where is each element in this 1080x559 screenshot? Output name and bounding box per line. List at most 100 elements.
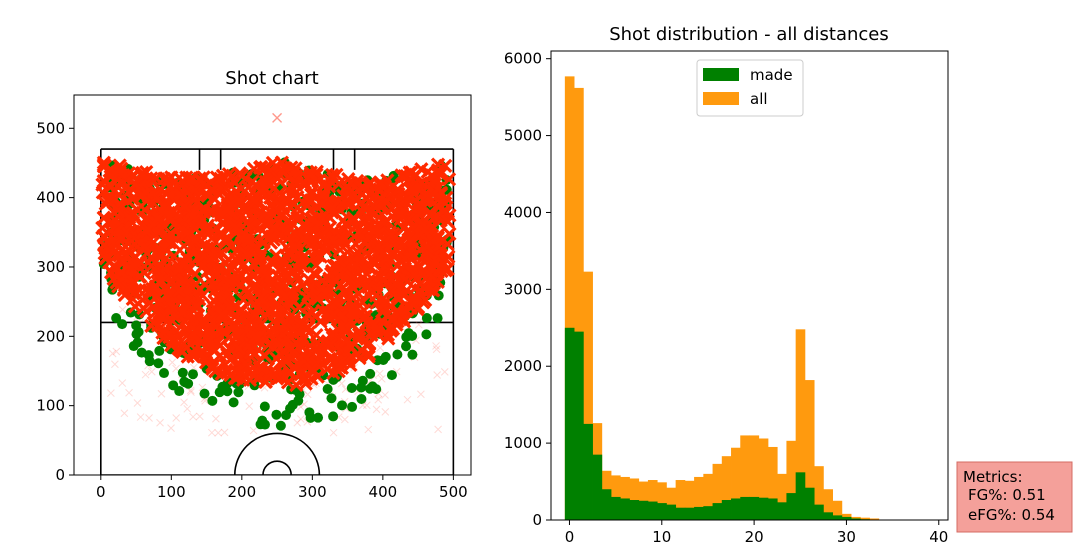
bars-made xyxy=(564,327,880,520)
missed-shot-marker xyxy=(310,291,325,307)
missed-shot-marker xyxy=(258,374,273,389)
bar-made xyxy=(841,516,852,520)
missed-shot-marker xyxy=(157,389,166,398)
bar-made xyxy=(611,496,621,520)
y-tick-label: 5000 xyxy=(504,127,542,145)
made-shot-marker xyxy=(136,347,147,358)
y-tick-label: 400 xyxy=(36,189,65,207)
missed-shot-marker xyxy=(290,189,305,205)
x-tick-label: 10 xyxy=(652,528,671,546)
missed-shot-marker xyxy=(108,349,117,358)
missed-shot-marker xyxy=(137,202,152,218)
bar-made xyxy=(583,423,593,520)
missed-shot-marker xyxy=(243,217,258,232)
missed-shot-marker xyxy=(208,428,216,437)
missed-shot-marker xyxy=(372,405,381,414)
missed-shot-marker xyxy=(295,278,310,293)
shot-chart-x-ticks: 0 100 200 300 400 500 xyxy=(96,475,468,501)
missed-shot-marker xyxy=(176,273,191,288)
legend: made all xyxy=(696,59,804,117)
missed-shot-marker xyxy=(236,292,251,307)
bar-made xyxy=(647,501,658,520)
missed-shot-marker xyxy=(219,203,235,218)
missed-shot-marker xyxy=(188,324,203,339)
missed-shot-marker xyxy=(112,347,121,356)
x-tick-label: 300 xyxy=(298,483,327,501)
missed-shot-marker xyxy=(285,322,301,337)
missed-shot-marker xyxy=(150,318,166,333)
bar-all xyxy=(657,482,667,520)
missed-shot-marker xyxy=(346,281,361,296)
bars-all xyxy=(564,76,880,521)
missed-shot-marker xyxy=(155,325,170,340)
missed-shot-marker xyxy=(110,202,126,218)
shot-chart-frame xyxy=(73,94,472,476)
missed-shot-marker xyxy=(118,305,127,314)
missed-shot-marker xyxy=(345,269,360,285)
missed-shot-marker xyxy=(347,308,362,323)
made-shot-marker xyxy=(421,313,432,324)
metrics-box: Metrics: FG%: 0.51 eFG%: 0.54 xyxy=(956,461,1073,533)
bar-all xyxy=(860,517,870,520)
missed-shot-marker xyxy=(247,210,262,225)
metrics-efg: eFG%: 0.54 xyxy=(968,506,1055,524)
missed-shot-marker xyxy=(180,262,196,277)
bar-all xyxy=(694,476,704,520)
missed-shot-marker xyxy=(320,362,335,377)
x-tick-label: 0 xyxy=(96,483,106,501)
missed-shot-marker xyxy=(325,200,340,216)
missed-shot-marker xyxy=(165,332,180,348)
bar-all xyxy=(574,87,584,521)
missed-shot-marker xyxy=(347,229,362,244)
missed-shot-marker xyxy=(175,305,190,320)
missed-shot-marker xyxy=(172,170,187,185)
missed-shot-marker xyxy=(254,361,270,376)
missed-shot-marker xyxy=(162,209,177,225)
missed-shot-marker xyxy=(234,277,249,292)
missed-shot-marker xyxy=(155,309,170,325)
bar-all xyxy=(795,329,806,520)
missed-shot-marker xyxy=(111,360,119,369)
missed-shot-marker xyxy=(378,293,394,308)
missed-shot-marker xyxy=(279,331,294,346)
missed-shot-marker xyxy=(414,320,423,329)
missed-shot-marker xyxy=(166,249,182,264)
missed-shot-marker xyxy=(287,242,303,257)
missed-shot-marker xyxy=(107,212,122,227)
made-shot-marker xyxy=(401,341,412,352)
missed-shot-marker xyxy=(405,181,420,196)
missed-shot-marker xyxy=(214,309,230,325)
missed-shot-marker xyxy=(324,167,340,183)
missed-shot-marker xyxy=(125,388,133,397)
made-shot-marker xyxy=(132,337,143,348)
missed-shot-marker xyxy=(270,170,286,186)
y-tick-label: 0 xyxy=(532,511,542,529)
missed-shot-marker xyxy=(374,269,389,284)
missed-shot-marker xyxy=(137,239,152,254)
missed-shot-marker xyxy=(220,428,229,437)
missed-shot-marker xyxy=(114,231,130,246)
missed-shot-marker xyxy=(249,426,258,435)
y-tick-label: 100 xyxy=(36,397,65,415)
missed-shot-marker xyxy=(120,409,129,418)
missed-shot-marker xyxy=(325,205,340,220)
bar-made xyxy=(657,503,667,520)
made-shot-marker xyxy=(131,320,142,331)
missed-shot-marker xyxy=(270,317,285,332)
missed-shot-marker xyxy=(147,367,156,376)
missed-shot-marker xyxy=(264,229,280,244)
shot-chart-title: Shot chart xyxy=(225,68,318,89)
bar-made xyxy=(786,493,797,520)
missed-shot-marker xyxy=(144,250,159,265)
bar-made xyxy=(694,506,704,520)
made-shot-marker xyxy=(183,378,194,389)
made-shot-marker xyxy=(228,397,239,408)
y-tick-label: 4000 xyxy=(504,203,542,221)
missed-shot-marker xyxy=(370,325,385,341)
missed-shot-marker xyxy=(156,418,164,427)
bar-all xyxy=(777,473,787,520)
made-shot-marker xyxy=(281,410,292,421)
bar-all xyxy=(675,480,686,520)
missed-shot-marker xyxy=(358,260,373,275)
missed-shot-marker xyxy=(272,282,287,297)
